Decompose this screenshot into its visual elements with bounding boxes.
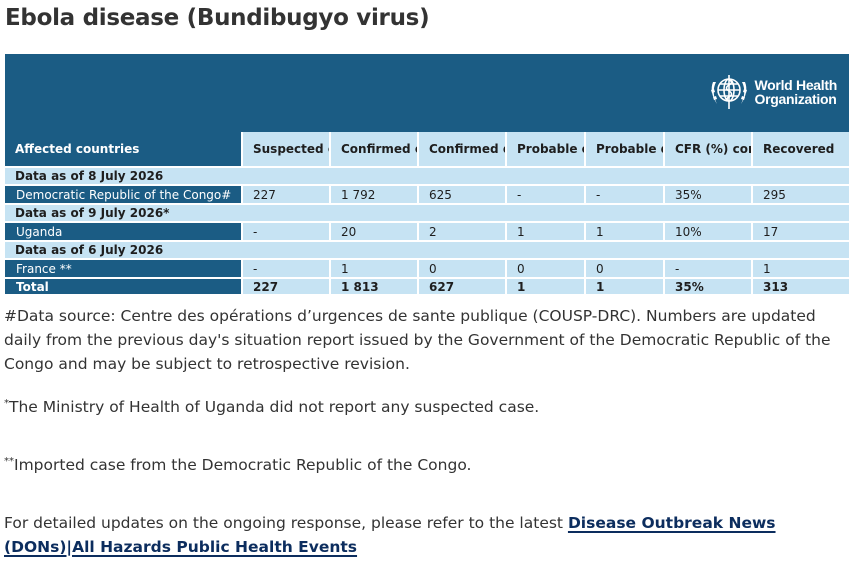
total-value: 1 813 [331, 279, 419, 296]
value-cell: 0 [419, 260, 507, 279]
data-source-note: #Data source: Centre des opérations d’ur… [4, 307, 831, 373]
value-cell: 0 [586, 260, 665, 279]
value-cell: 625 [419, 186, 507, 205]
total-value: 1 [507, 279, 586, 296]
who-wordmark-line1: World Health [754, 77, 838, 93]
don-link[interactable]: Disease Outbreak News (DONs)|All Hazards… [4, 514, 776, 556]
date-label: Data as of 9 July 2026* [5, 205, 849, 223]
total-row: Total 227 1 813 627 1 1 35% 313 [5, 279, 849, 296]
france-footnote-text: Imported case from the Democratic Republ… [14, 456, 472, 474]
column-header: Probable cases [507, 132, 586, 168]
value-cell: - [243, 260, 331, 279]
date-label: Data as of 8 July 2026 [5, 168, 849, 186]
value-cell: 1 [586, 223, 665, 242]
date-row: Data as of 9 July 2026* [5, 205, 849, 223]
date-label: Data as of 6 July 2026 [5, 242, 849, 260]
who-wordmark: World Health Organization [754, 77, 838, 107]
total-value: 35% [665, 279, 753, 296]
value-cell: 227 [243, 186, 331, 205]
value-cell: - [586, 186, 665, 205]
value-cell: 20 [331, 223, 419, 242]
ebola-data-table: World Health Organization Affected count… [5, 54, 849, 296]
who-emblem-icon [710, 75, 747, 109]
value-cell: 1 792 [331, 186, 419, 205]
value-cell: - [665, 260, 753, 279]
column-header: Affected countries [5, 132, 243, 168]
table-row: France ** -1 0 0 0-1 [5, 260, 849, 279]
date-row: Data as of 6 July 2026 [5, 242, 849, 260]
total-value: 1 [586, 279, 665, 296]
country-cell: Uganda [5, 223, 243, 242]
date-row: Data as of 8 July 2026 [5, 168, 849, 186]
footnote-mark-single: * [4, 397, 9, 409]
table-row: Uganda -20 2 1 1 10% 17 [5, 223, 849, 242]
table-banner: World Health Organization [5, 54, 849, 132]
total-value: 313 [753, 279, 849, 296]
value-cell: 2 [419, 223, 507, 242]
country-cell: Democratic Republic of the Congo# [5, 186, 243, 205]
value-cell: 1 [331, 260, 419, 279]
value-cell: 17 [753, 223, 849, 242]
total-label: Total [5, 279, 243, 296]
footnote-mark-double: ** [4, 455, 14, 467]
value-cell: - [243, 223, 331, 242]
uganda-footnote-text: The Ministry of Health of Uganda did not… [9, 398, 540, 416]
updates-note-text: For detailed updates on the ongoing resp… [4, 514, 568, 532]
column-header: Probable deaths [586, 132, 665, 168]
column-header: Suspected cases [243, 132, 331, 168]
total-value: 227 [243, 279, 331, 296]
value-cell: - [507, 186, 586, 205]
column-header: Recovered [753, 132, 849, 168]
value-cell: 35% [665, 186, 753, 205]
france-footnote: **Imported case from the Democratic Repu… [4, 453, 471, 477]
value-cell: 10% [665, 223, 753, 242]
who-wordmark-line2: Organization [754, 91, 837, 107]
updates-note: For detailed updates on the ongoing resp… [4, 511, 849, 559]
page-title: Ebola disease (Bundibugyo virus) [5, 5, 430, 31]
value-cell: 1 [507, 223, 586, 242]
value-cell: 0 [507, 260, 586, 279]
value-cell: 295 [753, 186, 849, 205]
value-cell: 1 [753, 260, 849, 279]
table-row: Democratic Republic of the Congo# 227 1 79… [5, 186, 849, 205]
who-logo: World Health Organization [707, 72, 837, 112]
column-header: Confirmed deaths [419, 132, 507, 168]
column-header: Confirmed cases [331, 132, 419, 168]
country-cell: France ** [5, 260, 243, 279]
uganda-footnote: *The Ministry of Health of Uganda did no… [4, 395, 539, 419]
total-value: 627 [419, 279, 507, 296]
column-header: CFR (%) confirmed [665, 132, 753, 168]
